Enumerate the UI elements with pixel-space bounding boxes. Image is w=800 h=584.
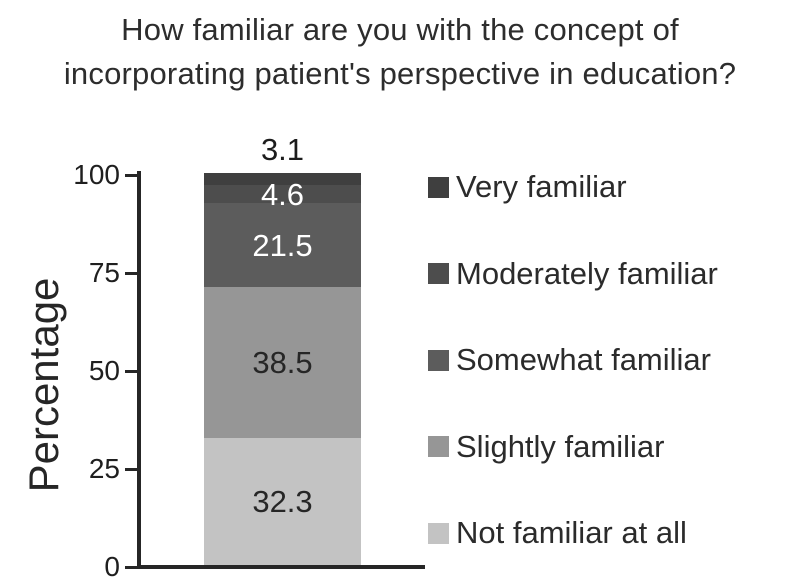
legend-label-very-familiar: Very familiar [456, 169, 627, 204]
y-tick-mark-25 [125, 467, 138, 471]
y-tick-label-0: 0 [104, 551, 120, 582]
chart-title-line1: How familiar are you with the concept of [121, 12, 679, 47]
bar-segment-slightly-familiar: 38.5 [204, 287, 361, 439]
legend-label-somewhat-familiar: Somewhat familiar [456, 342, 711, 377]
y-tick-mark-50 [125, 369, 138, 373]
y-axis-line [137, 171, 141, 569]
y-tick-mark-0 [125, 565, 138, 569]
y-tick-label-75: 75 [88, 257, 120, 288]
legend-label-moderately-familiar: Moderately familiar [456, 255, 718, 291]
y-tick-label-50: 50 [88, 355, 120, 386]
legend-swatch-slightly-familiar [428, 436, 449, 457]
legend-swatch-not-familiar-at-all [428, 522, 449, 544]
legend-label-slightly-familiar: Slightly familiar [456, 428, 665, 464]
legend-swatch-moderately-familiar [428, 263, 449, 284]
legend-item-very-familiar: Very familiar [428, 168, 788, 206]
legend-item-moderately-familiar: Moderately familiar [428, 255, 788, 293]
bar-segment-somewhat-familiar: 21.5 [204, 203, 361, 288]
data-label-slightly-familiar: 38.5 [252, 345, 313, 381]
legend-label-not-familiar-at-all: Not familiar at all [456, 515, 687, 550]
data-label-moderately-familiar: 4.6 [260, 176, 305, 212]
legend-item-not-familiar-at-all: Not familiar at all [428, 514, 788, 552]
y-tick-label-100: 100 [73, 159, 120, 190]
legend-item-slightly-familiar: Slightly familiar [428, 428, 788, 466]
stacked-bar: 4.6 21.5 38.5 32.3 [204, 173, 361, 565]
y-tick-mark-100 [125, 173, 138, 177]
chart-title-line2: incorporating patient's perspective in e… [63, 56, 737, 91]
bar-segment-not-familiar-at-all: 32.3 [204, 438, 361, 565]
bar-segment-very-familiar [204, 173, 361, 186]
y-tick-label-25: 25 [88, 453, 120, 484]
legend-item-somewhat-familiar: Somewhat familiar [428, 341, 788, 379]
bar-segment-moderately-familiar: 4.6 [204, 179, 361, 210]
data-label-very-familiar: 3.1 [260, 132, 305, 167]
x-axis-line [137, 565, 425, 569]
legend-swatch-very-familiar [428, 176, 449, 198]
data-label-somewhat-familiar: 21.5 [252, 227, 313, 263]
legend-swatch-somewhat-familiar [428, 349, 449, 371]
legend: Very familiar Moderately familiar Somewhat… [428, 168, 788, 552]
chart-title: How familiar are you with the concept of… [0, 8, 800, 96]
data-label-not-familiar-at-all: 32.3 [252, 484, 313, 520]
y-tick-mark-75 [125, 271, 138, 275]
